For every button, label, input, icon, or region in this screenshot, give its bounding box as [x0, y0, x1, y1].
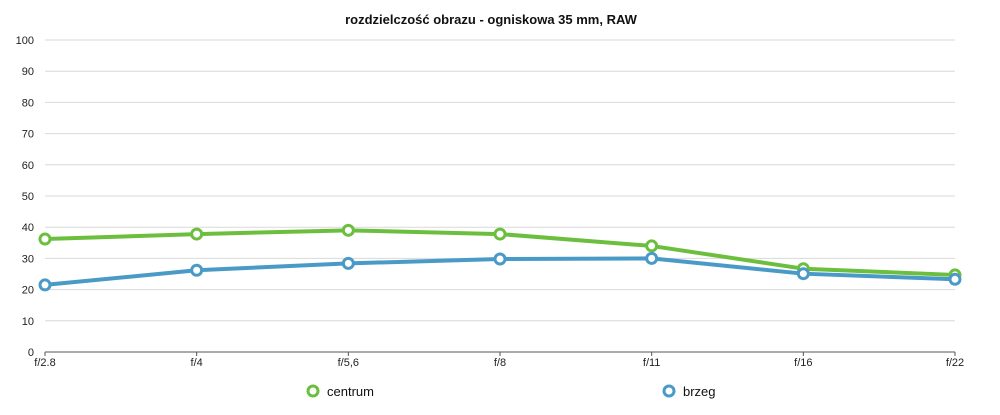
y-tick-label: 90	[22, 66, 34, 78]
y-tick-label: 70	[22, 129, 34, 141]
y-tick-label: 30	[22, 253, 34, 265]
x-tick-label: f/16	[794, 357, 812, 369]
data-point-centrum	[190, 227, 204, 241]
data-point-brzeg	[341, 256, 355, 270]
data-point-brzeg	[645, 251, 659, 265]
data-point-brzeg	[493, 252, 507, 266]
data-point-brzeg	[38, 278, 52, 292]
legend-marker-brzeg	[662, 384, 676, 398]
y-tick-label: 50	[22, 191, 34, 203]
y-tick-label: 80	[22, 97, 34, 109]
y-tick-label: 20	[22, 285, 34, 297]
x-tick-label: f/8	[494, 357, 506, 369]
x-tick-label: f/22	[946, 357, 964, 369]
x-tick-label: f/4	[191, 357, 203, 369]
data-point-centrum	[493, 227, 507, 241]
chart-title: rozdzielczość obrazu - ogniskowa 35 mm, …	[345, 12, 638, 27]
data-point-centrum	[38, 232, 52, 246]
x-axis-ticks: f/2.8 f/4 f/5,6 f/8 f/11 f/16 f/22	[34, 352, 964, 369]
data-point-brzeg	[190, 263, 204, 277]
legend-label-centrum: centrum	[327, 384, 374, 399]
data-point-centrum	[341, 223, 355, 237]
y-axis-ticks: 0 10 20 30 40 50 60 70 80 90 100	[16, 35, 34, 359]
y-tick-label: 0	[28, 347, 34, 359]
x-tick-label: f/2.8	[34, 357, 55, 369]
legend-label-brzeg: brzeg	[683, 384, 716, 399]
data-point-brzeg	[796, 267, 810, 281]
x-tick-label: f/11	[643, 357, 661, 369]
x-tick-label: f/5,6	[338, 357, 359, 369]
y-tick-label: 100	[16, 35, 34, 47]
data-point-brzeg	[948, 272, 962, 286]
y-tick-label: 10	[22, 316, 34, 328]
series-lines	[38, 223, 962, 292]
y-tick-label: 40	[22, 222, 34, 234]
legend: centrum brzeg	[306, 384, 716, 399]
legend-marker-centrum	[306, 384, 320, 398]
y-tick-label: 60	[22, 160, 34, 172]
grid-lines	[45, 39, 955, 353]
data-point-centrum	[645, 239, 659, 253]
